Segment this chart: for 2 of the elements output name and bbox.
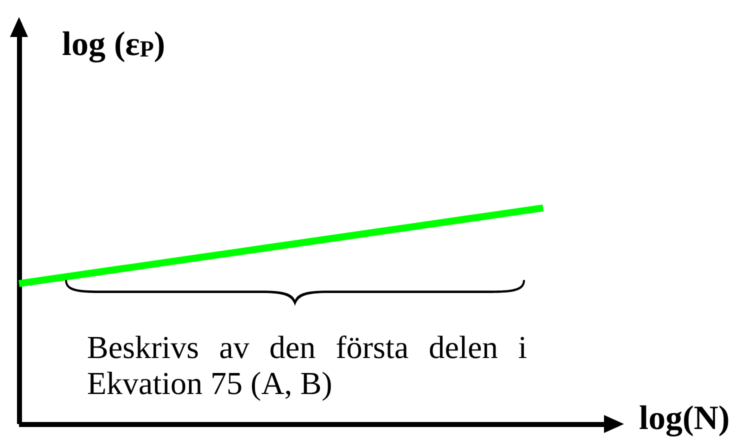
annotation: Beskrivs av den första delen i Ekvation 75 (A, B): [87, 329, 527, 401]
x-axis-title: log(N): [639, 400, 730, 437]
